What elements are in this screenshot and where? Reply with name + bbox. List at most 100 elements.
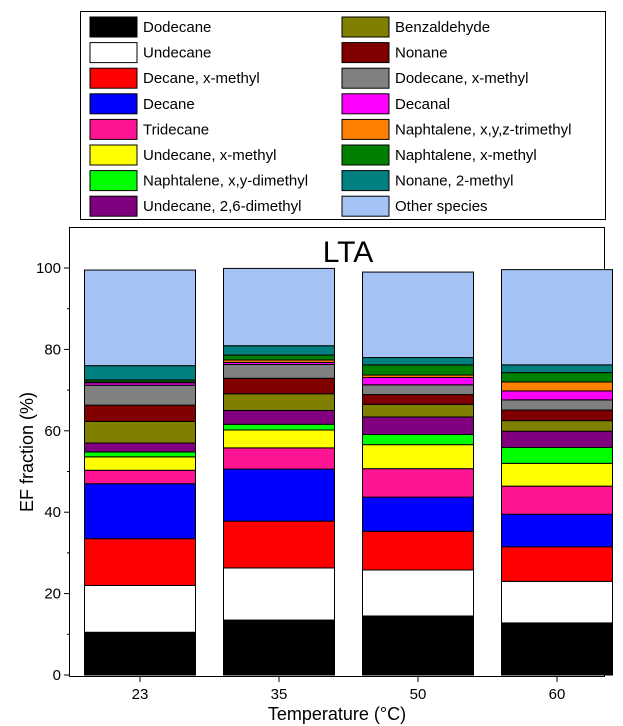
bar-segment: [223, 393, 335, 411]
bar-segment: [362, 468, 474, 498]
legend-item: Undecane: [89, 42, 211, 64]
bar-segment: [84, 584, 196, 633]
y-axis-title: EF fraction (%): [17, 392, 37, 512]
legend-label: Naphtalene, x,y,z-trimethyl: [395, 121, 571, 138]
bar-segment: [223, 354, 335, 361]
bar-segment: [362, 496, 474, 532]
legend-swatch: [89, 195, 138, 217]
bar-segment: [362, 364, 474, 376]
legend-swatch: [341, 67, 390, 89]
y-tick-label: 100: [36, 260, 61, 277]
legend-item: Decane: [89, 93, 195, 115]
bar-segment: [501, 399, 613, 411]
bar-segment: [501, 485, 613, 515]
legend: Dodecane Undecane Decane, x-methyl Decane Tr…: [89, 16, 571, 217]
bar-segment: [362, 271, 474, 359]
bar-segment: [362, 530, 474, 571]
legend-swatch: [89, 93, 138, 115]
legend-item: Dodecane: [89, 16, 211, 38]
legend-swatch: [341, 170, 390, 192]
bar-stack-35: [223, 267, 335, 676]
bar-segment: [223, 423, 335, 431]
bar-segment: [501, 390, 613, 401]
bar-segment: [362, 615, 474, 676]
bar-segment: [501, 381, 613, 392]
legend-label: Decane: [143, 96, 195, 113]
legend-label: Undecane, 2,6-dimethyl: [143, 198, 301, 215]
bar-segment: [362, 394, 474, 405]
legend-swatch: [89, 170, 138, 192]
y-axis: 0 20 40 60 80 100: [36, 260, 70, 684]
x-tick-label: 60: [549, 686, 566, 703]
legend-swatch: [341, 195, 390, 217]
legend-label: Benzaldehyde: [395, 19, 490, 36]
bar-segment: [362, 569, 474, 617]
legend-swatch: [89, 144, 138, 166]
x-tick-label: 50: [410, 686, 427, 703]
legend-item: Decane, x-methyl: [89, 67, 260, 89]
bar-segment: [84, 456, 196, 471]
bar-segment: [84, 442, 196, 453]
bar-segment: [501, 364, 613, 374]
bar-segment: [84, 483, 196, 540]
bar-segment: [501, 446, 613, 464]
legend-swatch: [341, 16, 390, 38]
bar-segment: [501, 409, 613, 422]
bar-segment: [84, 538, 196, 586]
legend-swatch: [341, 42, 390, 64]
y-tick-label: 80: [44, 341, 61, 358]
bar-segment: [501, 420, 613, 432]
legend-item: Naphtalene, x,y,z-trimethyl: [341, 118, 571, 140]
x-axis-title: Temperature (°C): [268, 704, 406, 724]
legend-label: Decanal: [395, 96, 450, 113]
legend-label: Nonane: [395, 45, 448, 62]
legend-item: Dodecane, x-methyl: [341, 67, 528, 89]
bar-segment: [84, 365, 196, 381]
legend-swatch: [89, 16, 138, 38]
bar-segment: [362, 376, 474, 386]
legend-swatch: [341, 144, 390, 166]
bar-segment: [223, 520, 335, 569]
bar-segment: [223, 619, 335, 676]
legend-label: Other species: [395, 198, 488, 215]
x-tick-label: 23: [132, 686, 149, 703]
legend-item: Undecane, 2,6-dimethyl: [89, 195, 301, 217]
x-axis: 23 35 50 60: [132, 676, 566, 703]
legend-item: Benzaldehyde: [341, 16, 490, 38]
x-tick-label: 35: [271, 686, 288, 703]
y-tick-label: 60: [44, 423, 61, 440]
chart-title: LTA: [323, 236, 374, 269]
bar-segment: [362, 357, 474, 366]
bar-segment: [223, 409, 335, 425]
bar-segment: [362, 444, 474, 470]
legend-item: Undecane, x-methyl: [89, 144, 276, 166]
legend-item: Nonane: [341, 42, 448, 64]
bar-segment: [223, 377, 335, 395]
bar-segment: [84, 384, 196, 406]
legend-label: Dodecane: [143, 19, 211, 36]
bar-stack-60: [501, 269, 613, 676]
legend-item: Naphtalene, x-methyl: [341, 144, 537, 166]
y-tick-label: 20: [44, 586, 61, 603]
legend-swatch: [341, 93, 390, 115]
bar-segment: [362, 433, 474, 446]
legend-item: Naphtalene, x,y-dimethyl: [89, 170, 308, 192]
bar-stack-50: [362, 271, 474, 676]
bar-segment: [501, 462, 613, 487]
legend-swatch: [89, 42, 138, 64]
legend-label: Undecane, x-methyl: [143, 147, 276, 164]
legend-label: Naphtalene, x-methyl: [395, 147, 537, 164]
legend-label: Dodecane, x-methyl: [395, 70, 528, 87]
legend-item: Other species: [341, 195, 488, 217]
bar-segment: [501, 546, 613, 582]
legend-label: Nonane, 2-methyl: [395, 173, 513, 190]
legend-label: Undecane: [143, 45, 211, 62]
bar-segment: [223, 345, 335, 356]
bar-segment: [501, 372, 613, 383]
bar-segment: [223, 468, 335, 522]
bar-segment: [84, 451, 196, 458]
bar-segment: [362, 403, 474, 418]
bar-segment: [501, 430, 613, 448]
bar-segment: [501, 513, 613, 548]
